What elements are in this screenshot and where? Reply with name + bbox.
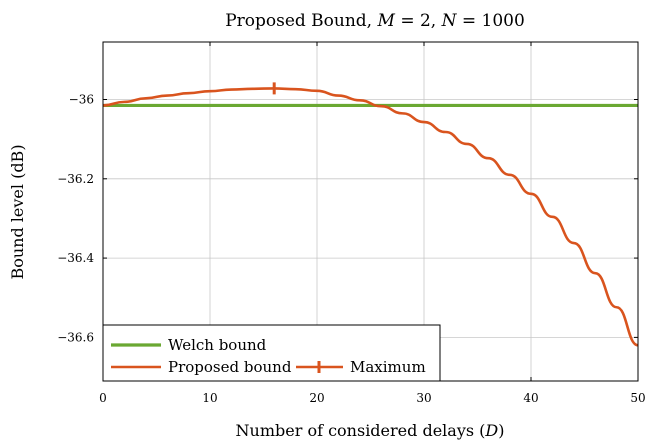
- legend-box: [102, 324, 441, 382]
- title-part-4: = 1000: [456, 11, 524, 31]
- title-part-2: = 2,: [395, 11, 442, 31]
- y-tick-label: −36.6: [57, 330, 94, 344]
- y-tick-label: −36.2: [57, 172, 94, 186]
- x-tick-label: 30: [416, 391, 431, 405]
- x-tick-label: 40: [523, 391, 538, 405]
- ticks: 0 10 20 30 40 50 −36 −36.2 −36.4 −36.6: [57, 42, 646, 405]
- legend-label-proposed: Proposed bound: [168, 358, 292, 376]
- proposed-bound-line: [102, 87, 639, 347]
- title-part-0: Proposed Bound,: [225, 11, 377, 31]
- x-axis-label: Number of considered delays (D): [236, 421, 505, 440]
- title-part-3: N: [441, 11, 458, 31]
- y-axis-label: Bound level (dB): [8, 144, 27, 279]
- legend: Welch bound Proposed bound Maximum: [102, 324, 441, 382]
- xlabel-part-1: D: [484, 421, 498, 440]
- chart-title: Proposed Bound, M = 2, N = 1000: [225, 11, 525, 31]
- x-tick-label: 10: [202, 391, 217, 405]
- xlabel-part-0: Number of considered delays (: [236, 421, 486, 440]
- x-tick-label: 0: [99, 391, 107, 405]
- series-layer: [102, 82, 639, 347]
- x-tick-label: 50: [630, 391, 645, 405]
- legend-label-welch: Welch bound: [168, 336, 267, 354]
- legend-label-maximum: Maximum: [350, 358, 426, 376]
- title-part-1: M: [377, 11, 396, 31]
- y-tick-label: −36.4: [57, 251, 94, 265]
- x-tick-label: 20: [309, 391, 324, 405]
- y-tick-label: −36: [69, 92, 94, 106]
- xlabel-part-2: ): [498, 421, 504, 440]
